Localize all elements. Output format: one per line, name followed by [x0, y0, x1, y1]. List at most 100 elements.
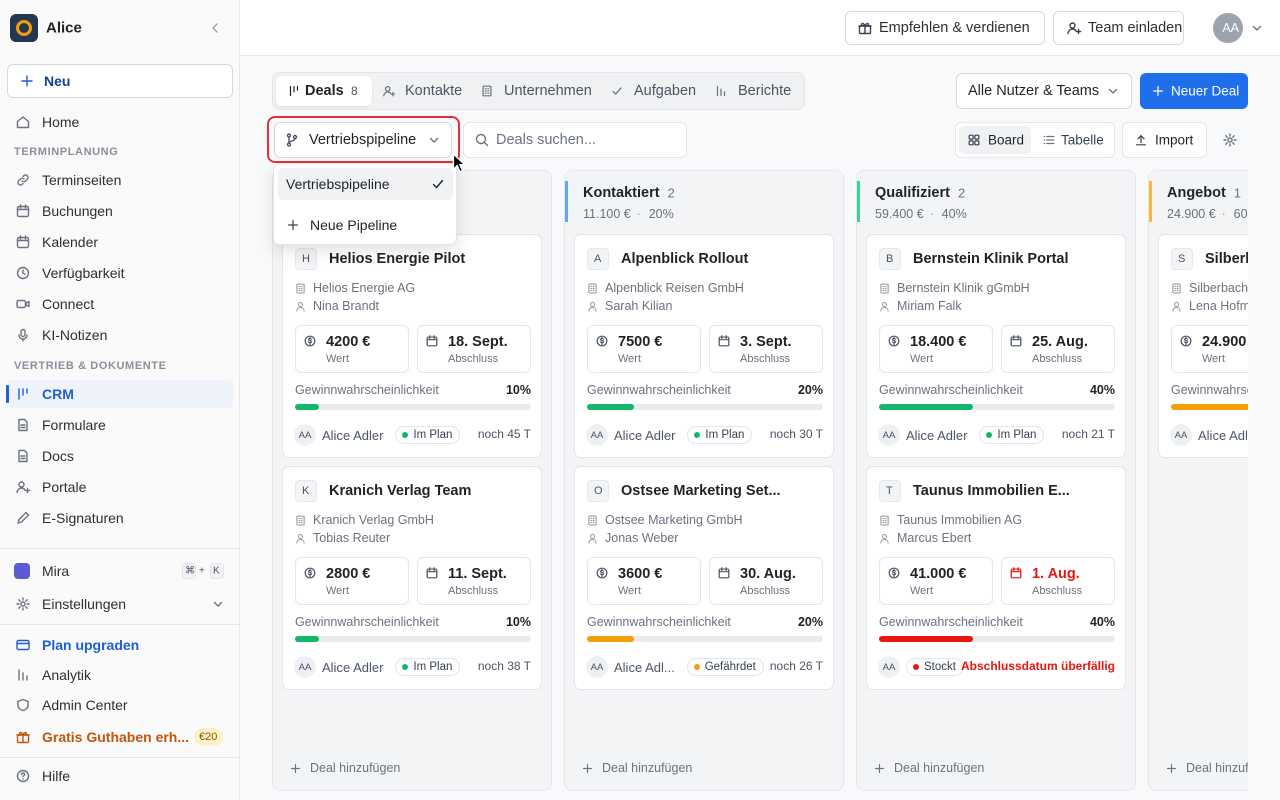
- company: Alpenblick Reisen GmbH: [605, 281, 744, 295]
- icon: [968, 134, 980, 146]
- add-deal: Deal hinzufügen: [894, 761, 985, 775]
- search-placeholder: Deals suchen...: [496, 132, 596, 148]
- nav-item: Analytik: [42, 667, 92, 683]
- deal-card[interactable]: O Ostsee Marketing Set... Ostsee Marketing…: [574, 466, 834, 690]
- pipeline-select[interactable]: [274, 122, 452, 158]
- icon: [596, 335, 608, 347]
- icon: [296, 514, 305, 526]
- deal-card[interactable]: B Bernstein Klinik Portal Bernstein Klinik…: [866, 234, 1126, 458]
- icon: [383, 86, 396, 97]
- progress-track: [295, 636, 531, 642]
- progress-track: [295, 404, 531, 410]
- nav-item: Mira: [42, 563, 70, 579]
- deal-card[interactable]: A Alpenblick Rollout Alpenblick Reisen Gmb…: [574, 234, 834, 458]
- icon: [1010, 567, 1022, 579]
- stat-label: Abschluss: [448, 353, 499, 365]
- column-probability: 40%: [941, 207, 967, 221]
- status-dot: [402, 432, 409, 438]
- stat-box: [879, 557, 993, 605]
- probability-value: 20%: [797, 615, 823, 629]
- deal-card[interactable]: S Silberb Silberbach Lena Hofm 24.900 Wert Gew…: [1158, 234, 1248, 458]
- stat-box: [709, 325, 823, 373]
- status-label: Im Plan: [997, 429, 1037, 441]
- owner-avatar: AA: [586, 424, 608, 446]
- divider: [0, 624, 239, 625]
- nav-item: Terminseiten: [42, 172, 122, 188]
- nav-item: KI-Notizen: [42, 327, 108, 343]
- button-label: Team einladen: [1088, 20, 1183, 36]
- nav-item: Formulare: [42, 417, 106, 433]
- progress-bar: [295, 404, 319, 410]
- icon: [16, 769, 30, 783]
- deal-title: Bernstein Klinik Portal: [913, 251, 1069, 267]
- button-label: Import: [1155, 132, 1194, 148]
- workspace-name: Alice: [46, 19, 82, 37]
- deal-card[interactable]: K Kranich Verlag Team Kranich Verlag GmbH T…: [282, 466, 542, 690]
- new-button[interactable]: [7, 64, 233, 98]
- probability-label: Gewinnwahrscheinlichkeit: [295, 615, 439, 629]
- column-title: Qualifiziert: [875, 185, 950, 201]
- avatar-label: AA: [1222, 21, 1239, 35]
- active-view[interactable]: [959, 126, 1031, 154]
- stat-value: 24.900: [1202, 334, 1247, 350]
- contact: Jonas Weber: [605, 531, 679, 545]
- icon: [16, 731, 30, 744]
- initial: H: [302, 253, 310, 265]
- icon: [286, 133, 298, 147]
- owner-avatar: AA: [1170, 424, 1192, 446]
- add-deal: Deal hinzufügen: [602, 761, 693, 775]
- refer-button[interactable]: [845, 11, 1045, 45]
- nav-item: Kalender: [42, 234, 99, 250]
- avatar[interactable]: [1213, 13, 1243, 43]
- deal-card[interactable]: T Taunus Immobilien E... Taunus Immobilien…: [866, 466, 1126, 690]
- icon: [482, 85, 492, 97]
- stat-value: 3600 €: [618, 566, 663, 582]
- search-input[interactable]: [463, 122, 687, 158]
- invite-button[interactable]: [1053, 11, 1184, 45]
- button-label: Empfehlen & verdienen: [879, 20, 1030, 36]
- company: Kranich Verlag GmbH: [313, 513, 434, 527]
- icon: [880, 533, 889, 544]
- card-footer: AA Stockt: [878, 655, 964, 679]
- menu-item-selected[interactable]: [278, 168, 453, 200]
- view-label: Tabelle: [1061, 132, 1104, 148]
- status-dot: [694, 432, 701, 438]
- initial-badge: [1171, 248, 1193, 270]
- kbd: [210, 563, 224, 579]
- import-button[interactable]: [1122, 122, 1207, 158]
- icon: [304, 335, 316, 347]
- deal-title: Silberb: [1205, 251, 1248, 267]
- deal-title: Alpenblick Rollout: [621, 251, 749, 267]
- icon: [588, 514, 597, 526]
- probability-value: 10%: [505, 615, 531, 629]
- icon: [289, 86, 299, 96]
- icon: [1172, 282, 1181, 294]
- company: Taunus Immobilien AG: [897, 513, 1023, 527]
- icon: [1010, 335, 1022, 347]
- deal-title: Taunus Immobilien E...: [913, 483, 1070, 499]
- stat-box: [295, 557, 409, 605]
- stat-value: 18. Sept.: [448, 334, 508, 350]
- stat-value: 2800 €: [326, 566, 371, 582]
- deal-card[interactable]: H Helios Energie Pilot Helios Energie AG Ni…: [282, 234, 542, 458]
- column-accent: [1149, 181, 1152, 222]
- owner-filter[interactable]: [956, 73, 1132, 109]
- icon: [880, 282, 889, 294]
- nav-item: Plan upgraden: [42, 637, 140, 653]
- topbar: Empfehlen & verdienen Team einladen AA: [240, 0, 1280, 56]
- owner-name: Alice Adler: [322, 427, 384, 443]
- icon: [1108, 88, 1118, 94]
- active-tab[interactable]: [276, 76, 372, 106]
- initial: O: [594, 485, 603, 497]
- stat-label: Wert: [326, 585, 350, 597]
- deal-title: Ostsee Marketing Set...: [621, 483, 781, 499]
- owner-name: Alice Adl: [1198, 427, 1248, 443]
- initial: B: [886, 253, 894, 265]
- company: Ostsee Marketing GmbH: [605, 513, 743, 527]
- icon: [432, 179, 444, 189]
- stat-value: 41.000 €: [910, 566, 967, 582]
- status-dot: [913, 664, 919, 670]
- status-label: Stockt: [924, 661, 956, 673]
- initial-badge: [587, 248, 609, 270]
- divider: [0, 548, 239, 549]
